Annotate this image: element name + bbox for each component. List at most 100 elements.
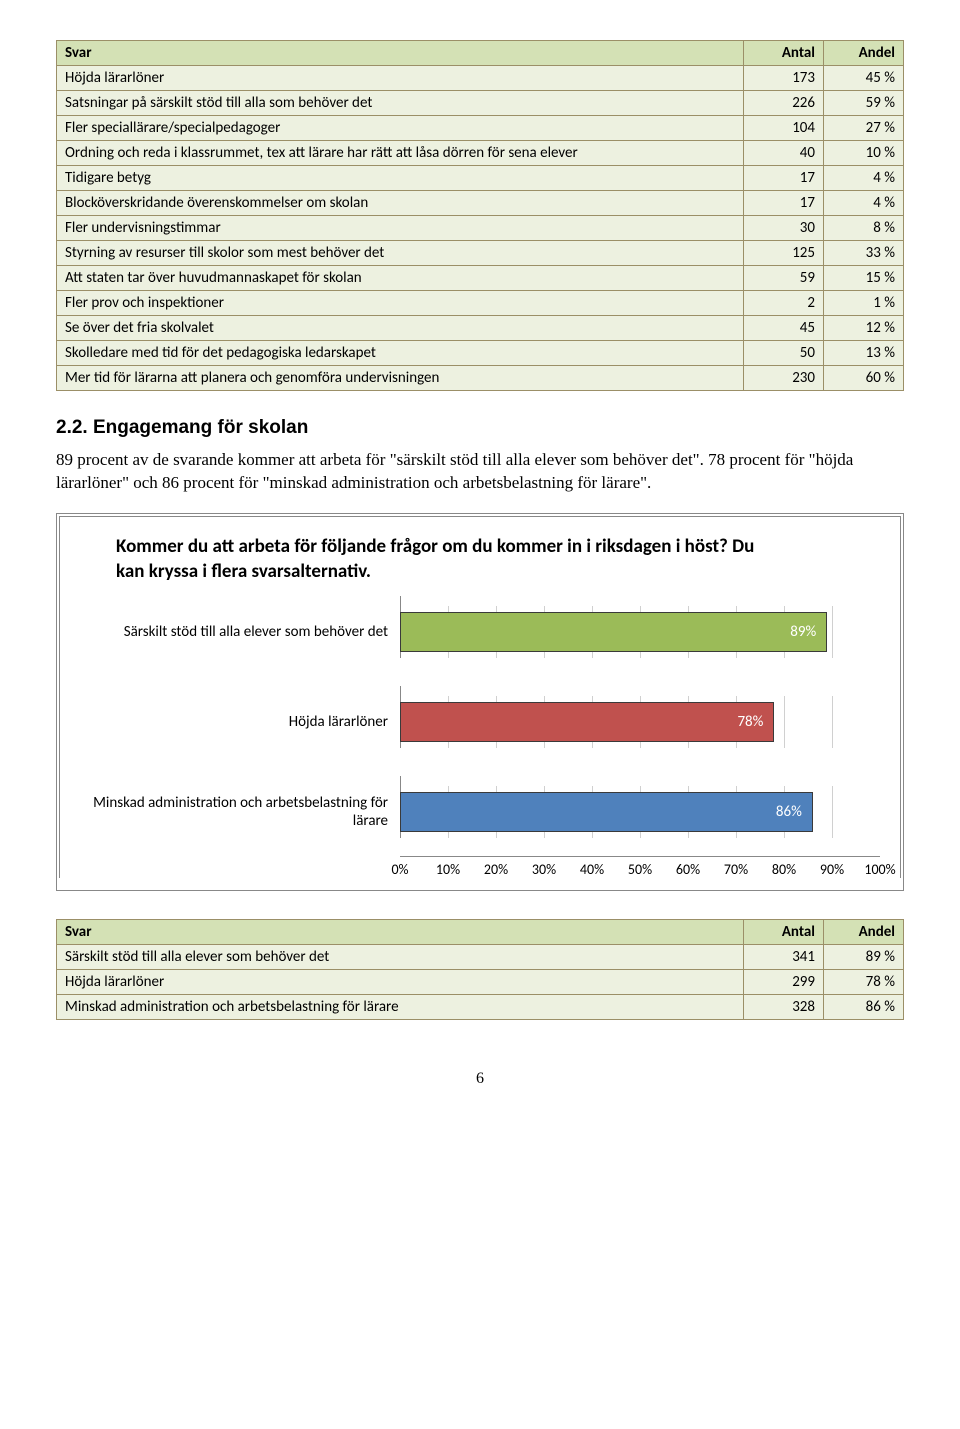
table-cell: Särskilt stöd till alla elever som behöv… (57, 945, 744, 970)
table-cell: 45 (744, 316, 824, 341)
table-row: Fler prov och inspektioner21 % (57, 291, 904, 316)
table-cell: 341 (744, 945, 824, 970)
chart-bar: 78% (400, 702, 774, 742)
table-row: Blocköverskridande överenskommelser om s… (57, 191, 904, 216)
table-cell: 86 % (824, 995, 904, 1020)
table-cell: Fler prov och inspektioner (57, 291, 744, 316)
section-heading: 2.2. Engagemang för skolan (56, 417, 904, 439)
table-cell: 173 (744, 66, 824, 91)
table-cell: 27 % (824, 116, 904, 141)
chart-bar-row: Höjda lärarlöner78% (80, 696, 880, 748)
table-cell: 78 % (824, 970, 904, 995)
table-row: Styrning av resurser till skolor som mes… (57, 241, 904, 266)
axis-tick-label: 90% (820, 861, 844, 878)
chart-bar: 86% (400, 792, 813, 832)
table-header: Svar (57, 41, 744, 66)
chart-plot-area: 89% (400, 606, 880, 658)
table-row: Minskad administration och arbetsbelastn… (57, 995, 904, 1020)
chart-bar-label: Särskilt stöd till alla elever som behöv… (80, 623, 400, 642)
table-row: Höjda lärarlöner17345 % (57, 66, 904, 91)
table-row: Se över det fria skolvalet4512 % (57, 316, 904, 341)
table-cell: Fler speciallärare/specialpedagoger (57, 116, 744, 141)
chart-title: Kommer du att arbeta för följande frågor… (116, 535, 776, 584)
chart-bar-row: Minskad administration och arbetsbelastn… (80, 786, 880, 838)
table-row: Mer tid för lärarna att planera och geno… (57, 366, 904, 391)
table-cell: Se över det fria skolvalet (57, 316, 744, 341)
chart-container: Kommer du att arbeta för följande frågor… (56, 513, 904, 891)
table-row: Att staten tar över huvudmannaskapet för… (57, 266, 904, 291)
table-row: Fler undervisningstimmar308 % (57, 216, 904, 241)
table-cell: 40 (744, 141, 824, 166)
table-cell: Att staten tar över huvudmannaskapet för… (57, 266, 744, 291)
section-paragraph: 89 procent av de svarande kommer att arb… (56, 449, 904, 495)
table-header: Andel (824, 920, 904, 945)
axis-tick-label: 100% (864, 861, 895, 878)
table-cell: 17 (744, 166, 824, 191)
table-cell: Minskad administration och arbetsbelastn… (57, 995, 744, 1020)
axis-tick-label: 20% (484, 861, 508, 878)
table-row: Ordning och reda i klassrummet, tex att … (57, 141, 904, 166)
axis-tick-label: 80% (772, 861, 796, 878)
table-cell: 17 (744, 191, 824, 216)
table-cell: Blocköverskridande överenskommelser om s… (57, 191, 744, 216)
table-row: Fler speciallärare/specialpedagoger10427… (57, 116, 904, 141)
table-header: Antal (744, 920, 824, 945)
table-cell: Styrning av resurser till skolor som mes… (57, 241, 744, 266)
table-cell: 59 (744, 266, 824, 291)
table-cell: Tidigare betyg (57, 166, 744, 191)
table-cell: 60 % (824, 366, 904, 391)
table-cell: 59 % (824, 91, 904, 116)
chart-plot-area: 78% (400, 696, 880, 748)
table-cell: 230 (744, 366, 824, 391)
table-row: Satsningar på särskilt stöd till alla so… (57, 91, 904, 116)
table-2: SvarAntalAndel Särskilt stöd till alla e… (56, 919, 904, 1020)
chart-plot-area: 86% (400, 786, 880, 838)
table-cell: 12 % (824, 316, 904, 341)
table-cell: 299 (744, 970, 824, 995)
table-cell: 45 % (824, 66, 904, 91)
chart-bar-label: Minskad administration och arbetsbelastn… (80, 794, 400, 832)
table-cell: Ordning och reda i klassrummet, tex att … (57, 141, 744, 166)
chart-bar: 89% (400, 612, 827, 652)
axis-tick-label: 50% (628, 861, 652, 878)
axis-tick-label: 60% (676, 861, 700, 878)
table-row: Höjda lärarlöner29978 % (57, 970, 904, 995)
page-number: 6 (56, 1070, 904, 1088)
axis-tick-label: 0% (391, 861, 408, 878)
table-cell: 13 % (824, 341, 904, 366)
table-1: SvarAntalAndel Höjda lärarlöner17345 %Sa… (56, 40, 904, 391)
table-cell: 10 % (824, 141, 904, 166)
table-row: Särskilt stöd till alla elever som behöv… (57, 945, 904, 970)
chart-bar-label: Höjda lärarlöner (80, 713, 400, 732)
table-row: Tidigare betyg174 % (57, 166, 904, 191)
table-cell: Skolledare med tid för det pedagogiska l… (57, 341, 744, 366)
table-cell: Mer tid för lärarna att planera och geno… (57, 366, 744, 391)
axis-tick-label: 40% (580, 861, 604, 878)
table-cell: 89 % (824, 945, 904, 970)
axis-tick-label: 70% (724, 861, 748, 878)
table-cell: 4 % (824, 191, 904, 216)
table-cell: 125 (744, 241, 824, 266)
table-cell: 30 (744, 216, 824, 241)
table-cell: 4 % (824, 166, 904, 191)
table-cell: 1 % (824, 291, 904, 316)
table-cell: 8 % (824, 216, 904, 241)
table-header: Antal (744, 41, 824, 66)
table-cell: 104 (744, 116, 824, 141)
table-row: Skolledare med tid för det pedagogiska l… (57, 341, 904, 366)
table-header: Andel (824, 41, 904, 66)
table-cell: Fler undervisningstimmar (57, 216, 744, 241)
axis-tick-label: 30% (532, 861, 556, 878)
table-cell: Höjda lärarlöner (57, 66, 744, 91)
axis-tick-label: 10% (436, 861, 460, 878)
chart-bar-row: Särskilt stöd till alla elever som behöv… (80, 606, 880, 658)
table-cell: 2 (744, 291, 824, 316)
table-cell: 15 % (824, 266, 904, 291)
table-cell: 226 (744, 91, 824, 116)
table-cell: 328 (744, 995, 824, 1020)
table-cell: 33 % (824, 241, 904, 266)
table-cell: Satsningar på särskilt stöd till alla so… (57, 91, 744, 116)
table-header: Svar (57, 920, 744, 945)
table-cell: Höjda lärarlöner (57, 970, 744, 995)
table-cell: 50 (744, 341, 824, 366)
